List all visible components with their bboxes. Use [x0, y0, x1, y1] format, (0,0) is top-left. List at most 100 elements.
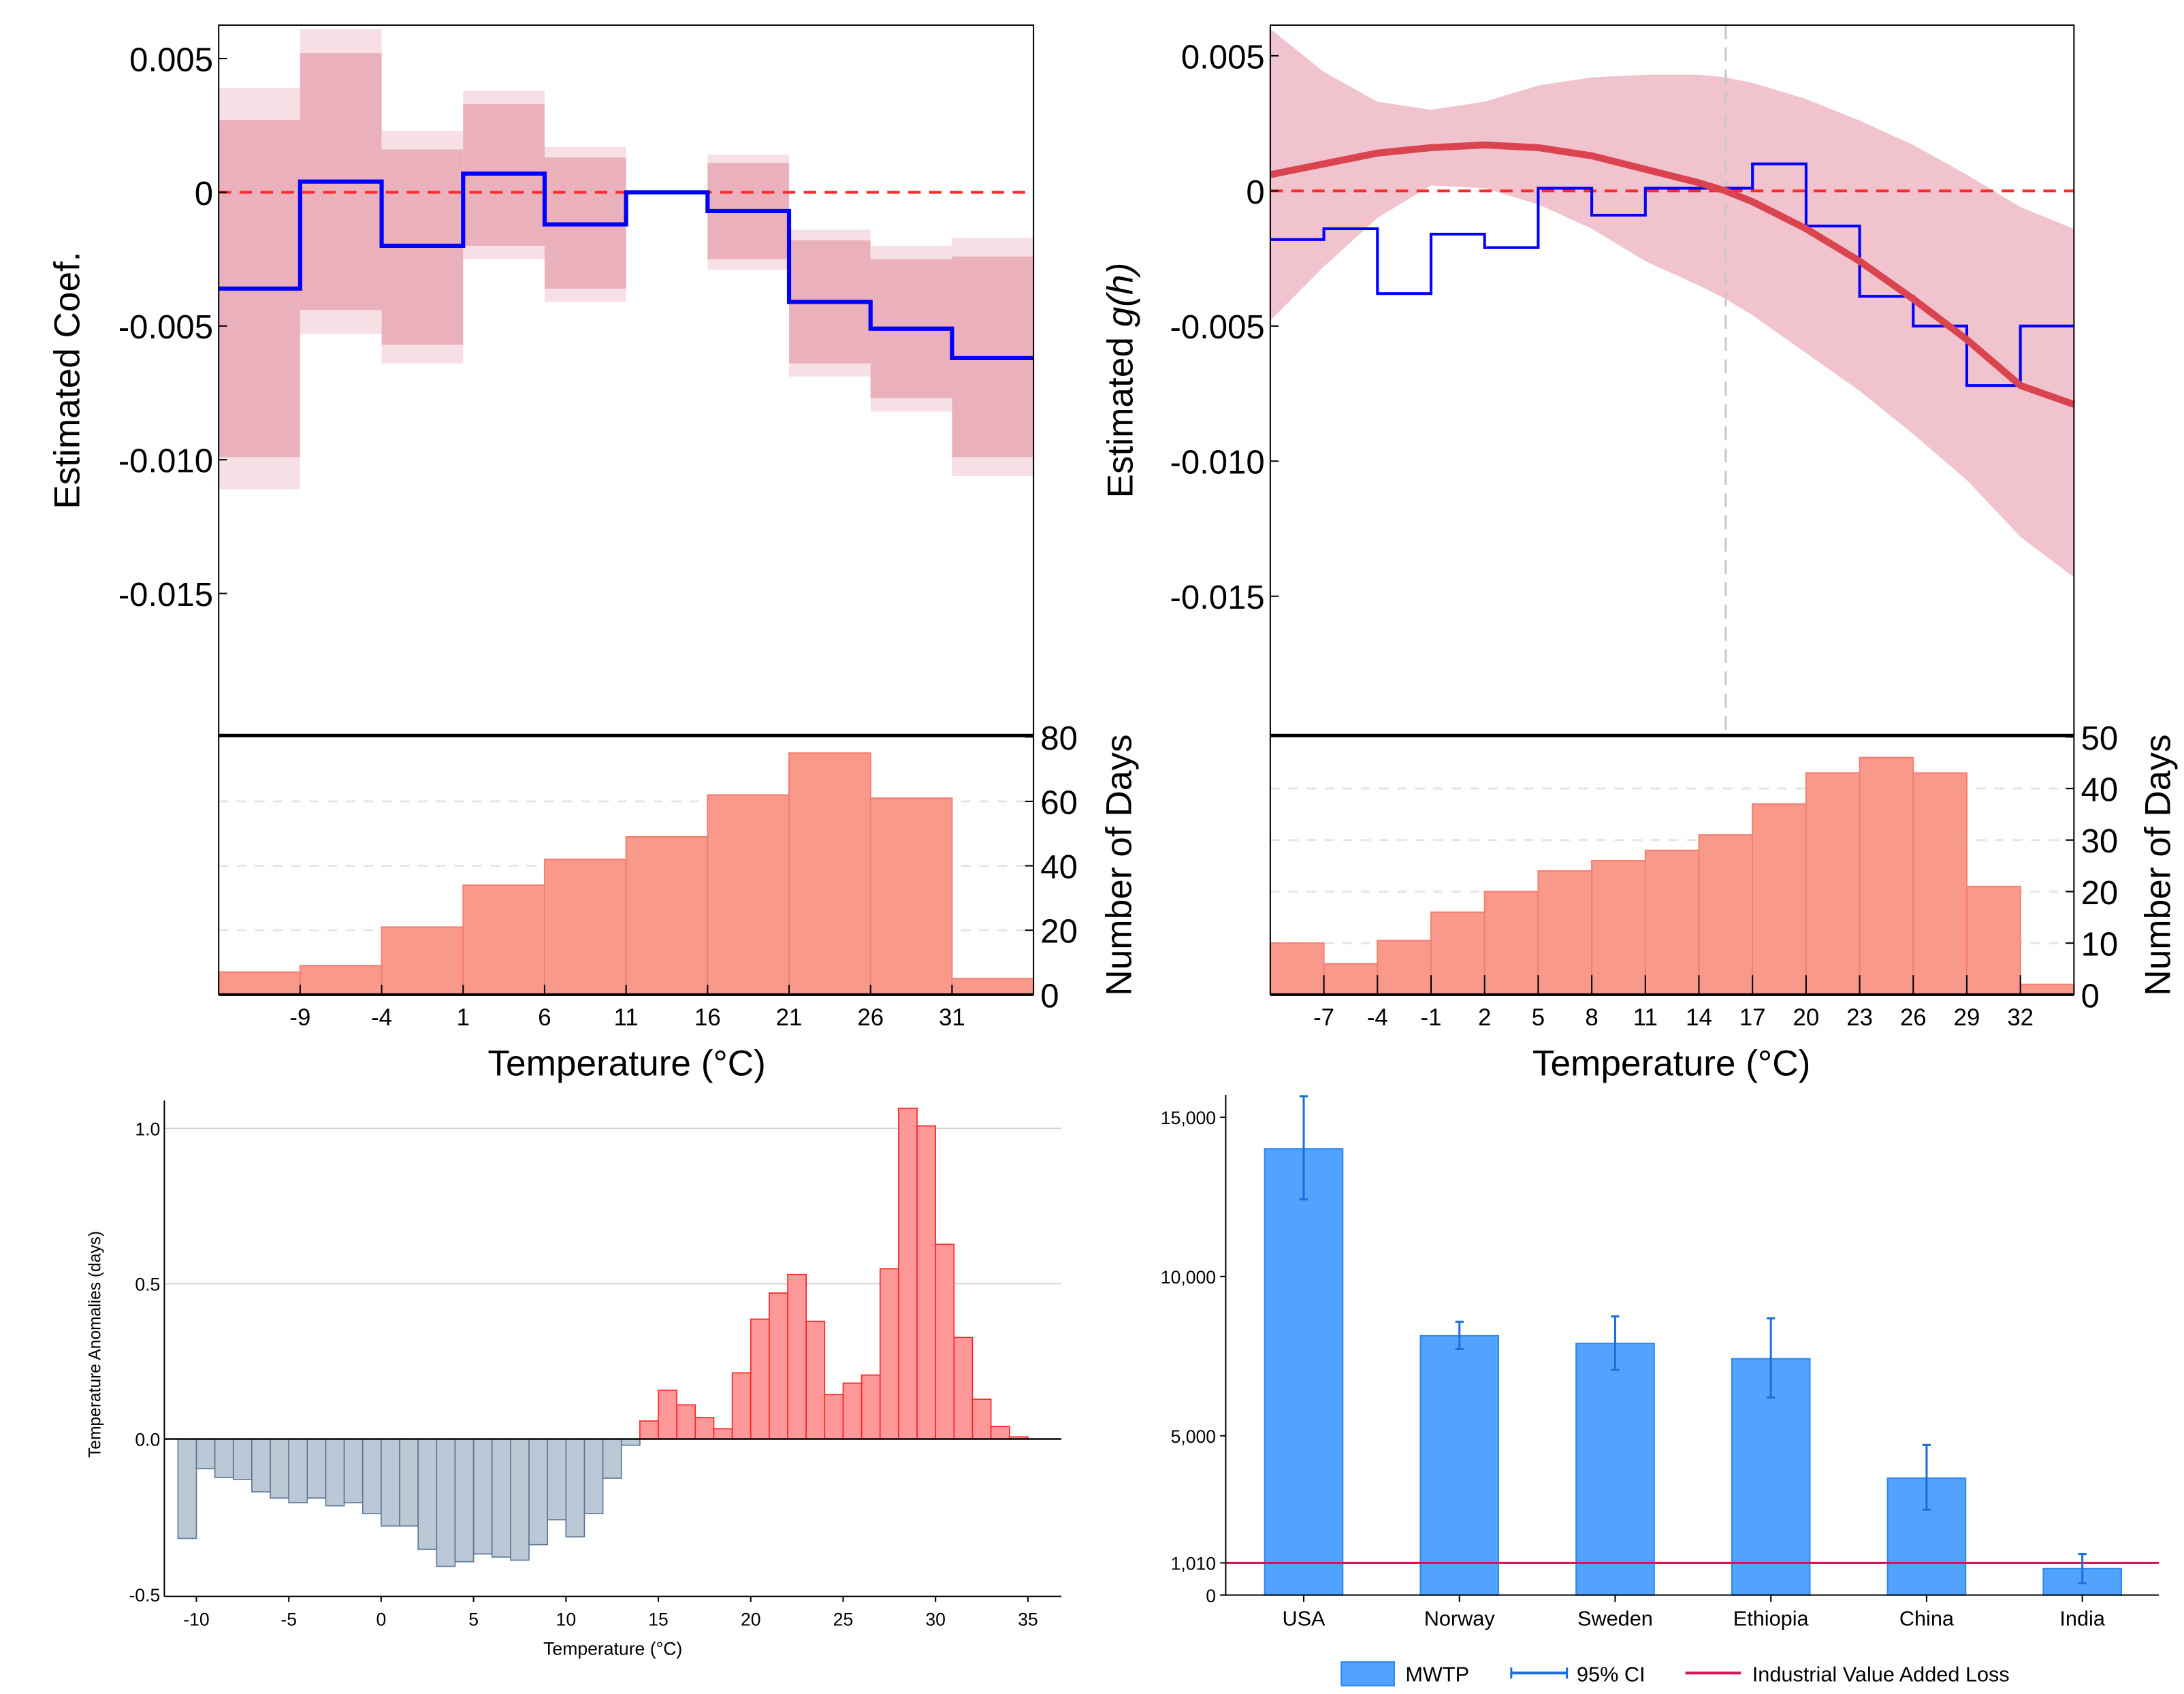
positive-anomaly-bar — [916, 1125, 936, 1440]
x-tick-label: Norway — [1424, 1607, 1496, 1631]
x-tick-label: China — [1899, 1607, 1955, 1631]
x-tick-label: -4 — [1367, 1005, 1388, 1031]
negative-anomaly-bar — [251, 1438, 271, 1492]
histogram-bar — [299, 965, 383, 995]
histogram-bar — [218, 971, 301, 995]
x-tick-label: 20 — [741, 1610, 761, 1630]
hist-y-tick-label: 0 — [1040, 978, 1059, 1014]
positive-anomaly-bar — [990, 1425, 1010, 1440]
y-tick-label: -0.005 — [1170, 309, 1264, 346]
x-tick-label: 17 — [1739, 1005, 1766, 1031]
histogram-bar — [2019, 983, 2075, 995]
histogram-bar — [625, 836, 709, 995]
histogram-bar — [1537, 870, 1593, 995]
x-tick-label: 25 — [833, 1610, 854, 1630]
negative-anomaly-bar — [491, 1438, 511, 1558]
x-tick-label: -1 — [1421, 1005, 1442, 1031]
negative-anomaly-bar — [454, 1438, 475, 1563]
negative-anomaly-bar — [565, 1438, 585, 1538]
histogram-bar — [543, 859, 627, 995]
hist-y-tick-label: 30 — [2081, 823, 2119, 860]
legend-ci-label: 95% CI — [1577, 1663, 1645, 1687]
histogram-bar — [1912, 772, 1968, 995]
negative-anomaly-bar — [343, 1438, 364, 1503]
x-tick-label: 26 — [1900, 1005, 1927, 1031]
x-tick-label: 29 — [1954, 1005, 1980, 1031]
x-axis-label: Temperature (°C) — [487, 1044, 765, 1084]
confidence-band — [1270, 29, 2074, 577]
x-tick-label: 10 — [556, 1610, 577, 1630]
negative-anomaly-bar — [195, 1438, 216, 1469]
x-axis-label: Temperature (°C) — [543, 1639, 682, 1659]
positive-anomaly-bar — [953, 1337, 974, 1440]
x-tick-label: 2 — [1478, 1005, 1491, 1031]
x-tick-label: India — [2059, 1607, 2105, 1631]
positive-anomaly-bar — [824, 1394, 844, 1440]
x-tick-label: 5 — [468, 1610, 479, 1630]
y-tick-label: 0 — [1246, 174, 1264, 211]
x-tick-label: -5 — [280, 1610, 297, 1630]
positive-anomaly-bar — [750, 1318, 770, 1440]
y-tick-label: 0.5 — [135, 1275, 160, 1295]
hist-y-tick-label: 80 — [1040, 720, 1078, 757]
x-tick-label: 21 — [776, 1005, 803, 1031]
panel-mwtp: 0 1,010 5,000 10,000 15,000 USA Norway Sweden Et… — [1161, 1095, 2159, 1687]
negative-anomaly-bar — [177, 1438, 197, 1539]
hist-y-tick-label: 20 — [2081, 875, 2119, 912]
x-tick-label: 26 — [857, 1005, 884, 1031]
histogram-bar — [1377, 940, 1432, 995]
y-tick-label: 5,000 — [1171, 1426, 1217, 1447]
x-axis-label: Temperature (°C) — [1532, 1044, 1810, 1084]
histogram-bar — [1483, 891, 1539, 995]
positive-anomaly-bar — [935, 1243, 955, 1440]
legend: MWTP 95% CI Industrial Value Added Loss — [1340, 1661, 2010, 1687]
y-axis-label: Estimated Coef. — [48, 251, 88, 509]
positive-anomaly-bar — [898, 1107, 918, 1440]
hist-y-axis-label: Number of Days — [2138, 734, 2179, 995]
positive-anomaly-bar — [639, 1420, 659, 1440]
negative-anomaly-bar — [528, 1438, 549, 1546]
y-tick-label: -0.010 — [118, 443, 213, 480]
x-tick-label: 23 — [1846, 1005, 1873, 1031]
y-tick-label: -0.015 — [1170, 579, 1264, 616]
y-axis-label: Estimated g(h) — [1100, 263, 1140, 498]
x-tick-label: 15 — [648, 1610, 669, 1630]
negative-anomaly-bar — [232, 1438, 253, 1480]
histogram-bar — [1323, 963, 1379, 995]
y-tick-label: -0.010 — [1170, 445, 1264, 481]
x-tick-label: -10 — [183, 1610, 209, 1630]
mwtp-bar — [1419, 1335, 1500, 1596]
x-tick-label: -4 — [371, 1005, 392, 1031]
histogram-bar — [1269, 942, 1325, 995]
histogram-bar — [1698, 834, 1754, 995]
panel-anomalies: 1.0 0.5 0.0 -0.5 -10 -5 0 5 10 15 20 25 30 35 Temperat… — [86, 1100, 1061, 1659]
x-tick-label: 20 — [1793, 1005, 1820, 1031]
x-tick-label: -9 — [289, 1005, 310, 1031]
y-axis-label: Temperature Anomalies (days) — [86, 1231, 104, 1458]
x-tick-label: Sweden — [1577, 1607, 1653, 1631]
y-tick-label: -0.005 — [118, 309, 213, 346]
negative-anomaly-bar — [583, 1438, 604, 1514]
histogram-bar — [707, 794, 790, 995]
hist-y-axis-label: Number of Days — [1099, 734, 1139, 995]
x-tick-label: 35 — [1018, 1610, 1038, 1630]
x-tick-label: Ethiopia — [1733, 1607, 1810, 1631]
mwtp-bar — [1264, 1148, 1344, 1596]
positive-anomaly-bar — [861, 1374, 881, 1440]
negative-anomaly-bar — [602, 1438, 622, 1479]
histogram-bar — [1591, 860, 1646, 995]
hist-y-tick-label: 0 — [2081, 978, 2100, 1014]
positive-anomaly-bar — [879, 1268, 899, 1440]
x-tick-label: 16 — [694, 1005, 721, 1031]
mwtp-bar — [1575, 1343, 1655, 1596]
negative-anomaly-bar — [381, 1438, 400, 1527]
histogram-bar — [951, 978, 1035, 995]
histogram-bar — [1805, 772, 1861, 995]
hist-y-tick-label: 50 — [2081, 720, 2119, 757]
y-tick-label: -0.5 — [129, 1585, 160, 1605]
negative-anomaly-bar — [270, 1438, 290, 1499]
histogram-bar — [1752, 803, 1807, 995]
positive-anomaly-bar — [713, 1428, 733, 1440]
hist-y-tick-label: 10 — [2081, 927, 2119, 963]
hist-y-tick-label: 40 — [2081, 771, 2119, 808]
